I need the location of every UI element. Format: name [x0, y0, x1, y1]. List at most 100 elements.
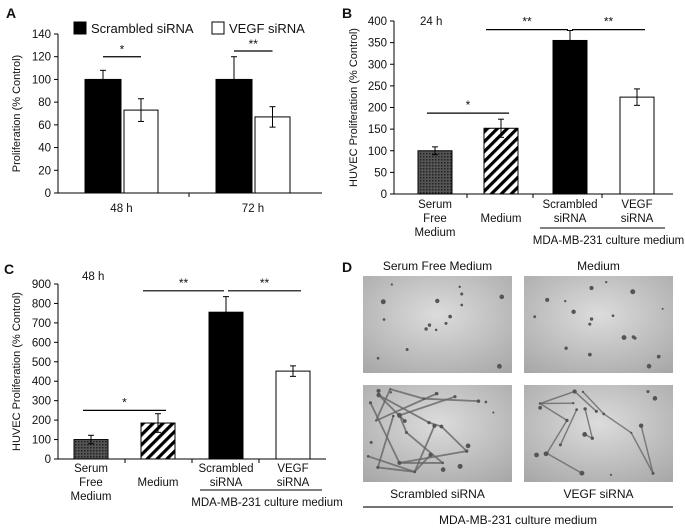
bar-vegf-sirna	[123, 109, 159, 194]
cell-cluster	[375, 419, 378, 422]
cell-cluster	[575, 408, 579, 411]
significance-label: *	[466, 98, 471, 112]
bar-scrambled-sirna	[84, 78, 122, 194]
cell-cluster	[564, 346, 568, 350]
cell-cluster	[582, 432, 588, 437]
tube-segment	[640, 425, 654, 474]
tube-segment	[389, 388, 425, 400]
cell-cluster	[453, 395, 457, 399]
y-tick-label: 600	[32, 337, 51, 349]
x-tick-label: 48 h	[110, 203, 132, 215]
x-tick-label: Free	[79, 477, 103, 489]
tube-segment	[413, 454, 432, 473]
y-tick-label: 350	[368, 38, 387, 50]
y-tick-label: 120	[32, 52, 51, 64]
bar-vegf-sirna	[275, 370, 311, 460]
micrograph-title: Medium	[577, 259, 620, 273]
panel-label: B	[342, 5, 352, 21]
cell-cluster	[460, 303, 464, 307]
y-tick-label: 500	[32, 357, 51, 369]
micrograph-title: VEGF siRNA	[563, 487, 633, 501]
tube-segment	[546, 452, 583, 474]
x-tick-label: Scrambled	[543, 199, 598, 211]
cell-cluster	[390, 283, 393, 286]
tube-segment	[559, 409, 578, 446]
y-tick-label: 800	[32, 298, 51, 310]
cell-cluster	[564, 299, 567, 303]
x-tick-label: 72 h	[242, 203, 264, 215]
panel-label: A	[6, 5, 16, 21]
cell-cluster	[465, 443, 471, 449]
micrograph-title: Scrambled siRNA	[390, 487, 485, 501]
cell-cluster	[434, 391, 439, 396]
time-annotation: 48 h	[82, 271, 104, 283]
x-tick-label: Medium	[481, 213, 522, 225]
cell-cluster	[405, 348, 409, 352]
y-axis-label: Proliferation (% Control)	[11, 55, 23, 172]
cell-cluster	[434, 328, 438, 332]
cell-cluster	[651, 471, 655, 475]
x-tick-label: Free	[423, 213, 447, 225]
legend-swatch-scrambled	[73, 21, 87, 35]
y-tick-label: 40	[38, 143, 51, 155]
significance-label: *	[120, 43, 125, 57]
group-label: MDA-MB-231 culture medium	[191, 497, 342, 509]
cell-cluster	[589, 317, 594, 321]
tube-segment	[367, 455, 415, 473]
significance-label: *	[122, 395, 127, 409]
y-axis-label: HUVEC Proliferation (% Control)	[348, 28, 360, 187]
cell-cluster	[464, 449, 469, 453]
cell-cluster	[376, 465, 380, 470]
cell-cluster	[611, 314, 615, 318]
significance-label: **	[249, 37, 259, 51]
cell-cluster	[572, 401, 575, 405]
tube-segment	[539, 402, 568, 421]
cell-cluster	[538, 402, 542, 405]
cell-cluster	[594, 409, 598, 413]
tube-segment	[603, 413, 632, 434]
y-tick-label: 100	[32, 74, 51, 86]
micrograph-image	[524, 276, 673, 373]
cell-cluster	[631, 335, 636, 339]
y-tick-label: 20	[38, 165, 51, 177]
bar-medium	[483, 127, 519, 195]
cell-cluster	[427, 420, 431, 425]
tube-segment	[377, 415, 395, 468]
cell-cluster	[621, 335, 627, 341]
y-tick-label: 0	[381, 189, 387, 201]
micrograph-image	[363, 385, 512, 482]
x-tick-label: siRNA	[277, 477, 310, 489]
cell-cluster	[392, 414, 395, 418]
cell-cluster	[588, 322, 592, 326]
bar-serum-free-medium	[417, 150, 453, 195]
cell-cluster	[630, 431, 633, 434]
cell-cluster	[389, 391, 393, 394]
x-tick-label: Medium	[415, 227, 456, 239]
cell-cluster	[366, 454, 370, 458]
cell-cluster	[571, 309, 576, 315]
cell-cluster	[583, 407, 587, 411]
cell-cluster	[565, 418, 569, 423]
cell-cluster	[432, 423, 437, 428]
significance-label: **	[179, 276, 189, 290]
cell-cluster	[441, 461, 444, 465]
cell-cluster	[422, 397, 426, 400]
legend-label: VEGF siRNA	[229, 21, 305, 36]
tube-segment	[413, 425, 436, 473]
y-tick-label: 900	[32, 279, 51, 291]
tube-segment	[399, 450, 467, 464]
cell-cluster	[587, 352, 592, 357]
tube-segment	[423, 397, 479, 403]
cell-cluster	[476, 399, 481, 403]
cell-cluster	[457, 463, 463, 469]
x-tick-label: VEGF	[277, 463, 308, 475]
tube-segment	[630, 432, 654, 474]
y-tick-label: 200	[368, 103, 387, 115]
chart-panel-a: A 0 20 40 60 80 100 120 140 Proliferation (% Cont…	[6, 5, 322, 215]
bar-scrambled-sirna	[208, 311, 244, 460]
panel-label: C	[4, 261, 14, 277]
cell-cluster	[376, 356, 380, 360]
cell-cluster	[484, 400, 488, 404]
cell-cluster	[590, 436, 595, 440]
cell-cluster	[630, 289, 636, 295]
